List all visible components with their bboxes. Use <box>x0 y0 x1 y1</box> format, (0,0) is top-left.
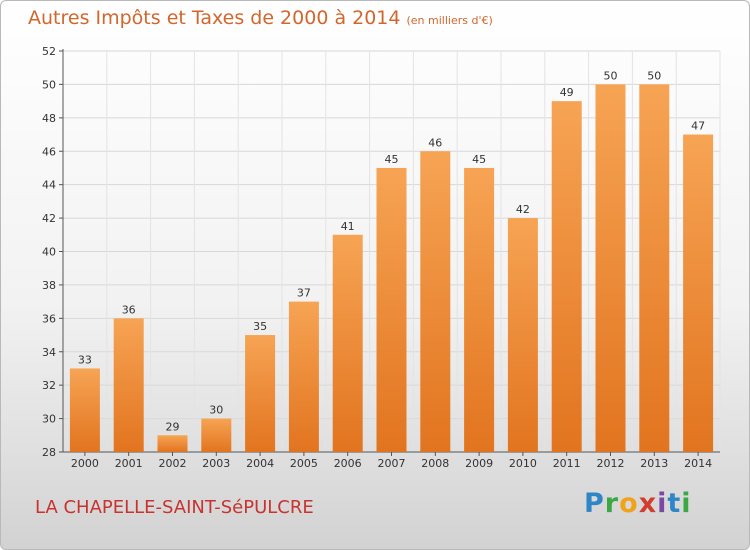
chart-title-text: Autres Impôts et Taxes de 2000 à 2014 <box>28 7 401 29</box>
bar-value-label: 30 <box>209 404 223 417</box>
bar-value-label: 35 <box>253 320 267 333</box>
bar-value-label: 42 <box>516 203 530 216</box>
x-tick-label: 2006 <box>334 457 362 470</box>
y-tick-label: 40 <box>42 246 56 259</box>
logo-letter: t <box>667 488 682 519</box>
bar <box>639 84 670 453</box>
x-tick-label: 2001 <box>115 457 143 470</box>
y-tick-label: 34 <box>42 346 56 359</box>
y-tick-label: 44 <box>42 179 56 192</box>
bar <box>551 101 582 452</box>
bar <box>464 167 495 453</box>
x-tick-label: 2010 <box>509 457 537 470</box>
chart-title: Autres Impôts et Taxes de 2000 à 2014 (en… <box>28 7 493 29</box>
bars <box>69 84 714 453</box>
bar-value-label: 50 <box>647 69 661 82</box>
logo-letter: r <box>604 488 620 519</box>
x-tick-label: 2003 <box>202 457 230 470</box>
bar <box>113 318 144 452</box>
y-tick-label: 46 <box>42 145 56 158</box>
x-tick-label: 2012 <box>597 457 625 470</box>
bar <box>245 335 276 452</box>
x-tick-label: 2014 <box>684 457 712 470</box>
bar-value-label: 36 <box>122 303 136 316</box>
logo-letter: i <box>681 488 692 519</box>
y-tick-label: 52 <box>42 45 56 58</box>
place-name: LA CHAPELLE-SAINT-SéPULCRE <box>35 497 314 518</box>
bar-value-label: 50 <box>604 69 618 82</box>
bar <box>420 151 451 452</box>
y-tick-label: 32 <box>42 379 56 392</box>
x-tick-label: 2011 <box>553 457 581 470</box>
y-tick-label: 38 <box>42 279 56 292</box>
bar <box>376 167 407 453</box>
bar-value-label: 37 <box>297 287 311 300</box>
y-tick-label: 42 <box>42 212 56 225</box>
y-tick-label: 28 <box>42 446 56 459</box>
logo-letter: i <box>657 488 668 519</box>
bar <box>683 134 714 452</box>
bar-value-label: 46 <box>428 136 442 149</box>
x-tick-label: 2000 <box>71 457 99 470</box>
y-tick-label: 30 <box>42 413 56 426</box>
x-tick-label: 2007 <box>378 457 406 470</box>
bar <box>332 234 363 452</box>
bar <box>157 435 188 452</box>
x-tick-label: 2013 <box>640 457 668 470</box>
x-tick-label: 2009 <box>465 457 493 470</box>
x-tick-label: 2002 <box>159 457 187 470</box>
x-tick-label: 2008 <box>421 457 449 470</box>
bar-value-label: 45 <box>472 153 486 166</box>
x-tick-label: 2005 <box>290 457 318 470</box>
bar <box>288 301 319 452</box>
bar-value-label: 29 <box>166 420 180 433</box>
bar-value-label: 47 <box>691 120 705 133</box>
y-tick-label: 36 <box>42 312 56 325</box>
bar-value-label: 49 <box>560 86 574 99</box>
bar-value-label: 41 <box>341 220 355 233</box>
logo-letter: P <box>584 488 605 519</box>
chart-unit: (en milliers d'€) <box>406 14 493 27</box>
bar <box>507 218 538 452</box>
y-tick-label: 48 <box>42 112 56 125</box>
logo-letter: o <box>619 488 639 519</box>
bar-value-label: 45 <box>385 153 399 166</box>
bar-value-label: 33 <box>78 353 92 366</box>
x-tick-label: 2004 <box>246 457 274 470</box>
bar <box>595 84 626 453</box>
logo-letter: x <box>638 488 658 519</box>
proxiti-logo: Proxiti <box>584 488 692 519</box>
bar <box>69 368 100 452</box>
bar <box>201 418 232 452</box>
labels: 28 30 32 34 36 38 40 42 44 46 48 50 52 33 2000 36 2001 29… <box>42 45 712 470</box>
y-tick-label: 50 <box>42 78 56 91</box>
